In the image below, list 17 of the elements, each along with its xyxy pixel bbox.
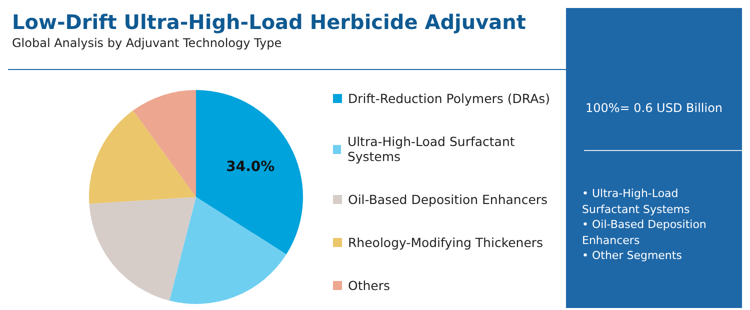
legend-label: Ultra-High-Load Surfactant Systems <box>347 134 516 164</box>
text: • Oil-Based Deposition Enhancers <box>582 217 708 248</box>
pie-slice <box>169 197 286 304</box>
legend-label: Oil-Based Deposition Enhancers <box>348 192 548 207</box>
text: • Ultra-High-Load Surfactant Systems <box>582 186 691 217</box>
legend-label: Drift-Reduction Polymers (DRAs) <box>348 91 550 106</box>
legend-label: Rheology-Modifying Thickeners <box>348 235 544 250</box>
pie-slice <box>89 197 196 301</box>
chart-title: Low-Drift Ultra-High-Load Herbicide Adjuvant <box>12 10 526 34</box>
text: • Other Segments <box>582 248 683 264</box>
text: 100%= 0.6 USD Billion <box>584 101 724 115</box>
legend-label: Others <box>348 278 390 293</box>
pie-slice <box>196 90 303 254</box>
data-label: 34.0% <box>226 159 275 176</box>
chart-subtitle: Global Analysis by Adjuvant Technology Type <box>12 36 282 50</box>
pie-slice <box>133 90 196 197</box>
pie-slice <box>89 110 196 204</box>
